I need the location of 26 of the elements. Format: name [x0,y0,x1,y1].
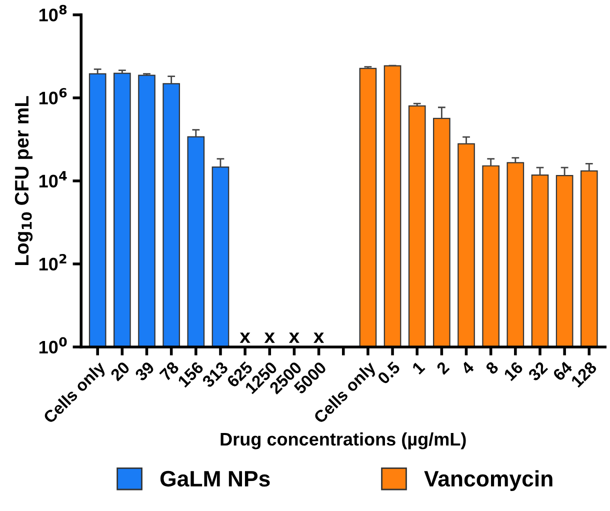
x-tick-label: 1 [412,360,426,375]
annotation: x [264,332,275,343]
x-tick-label: 128 [570,360,598,388]
x-tick-label: 156 [177,360,204,388]
x-tick-label: 39 [134,360,155,382]
annotation: x [288,332,300,343]
x-tick-label: 32 [527,360,548,382]
y-axis-title: Log$_{10}$ CFU per mL [14,96,33,266]
y-tick-label: 10$^{0}$ [39,337,67,354]
annotation: x [240,332,250,343]
y-tick-label: 10$^{6}$ [39,88,67,104]
y-tick-label: 10$^{2}$ [39,254,66,271]
x-axis-title: Drug concentrations (µg/mL) [220,432,466,450]
x-tick-label: 8 [484,360,500,375]
x-tick-label: 16 [503,360,524,382]
y-tick-label: 10$^{4}$ [39,171,67,188]
x-tick-label: 2 [436,360,450,375]
x-tick-label: 78 [159,360,180,382]
x-tick-label: 20 [110,360,130,382]
x-tick-label: 64 [552,360,574,382]
legend-label: GaLM NPs [160,470,270,487]
annotation: x [314,332,324,343]
x-tick-label: 0.5 [376,360,401,385]
x-tick-label: 4 [460,360,475,376]
y-tick-label: 10$^{8}$ [39,4,67,22]
legend-label: Vancomycin [424,470,552,491]
